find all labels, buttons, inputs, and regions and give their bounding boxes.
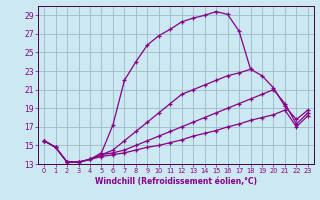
X-axis label: Windchill (Refroidissement éolien,°C): Windchill (Refroidissement éolien,°C) xyxy=(95,177,257,186)
